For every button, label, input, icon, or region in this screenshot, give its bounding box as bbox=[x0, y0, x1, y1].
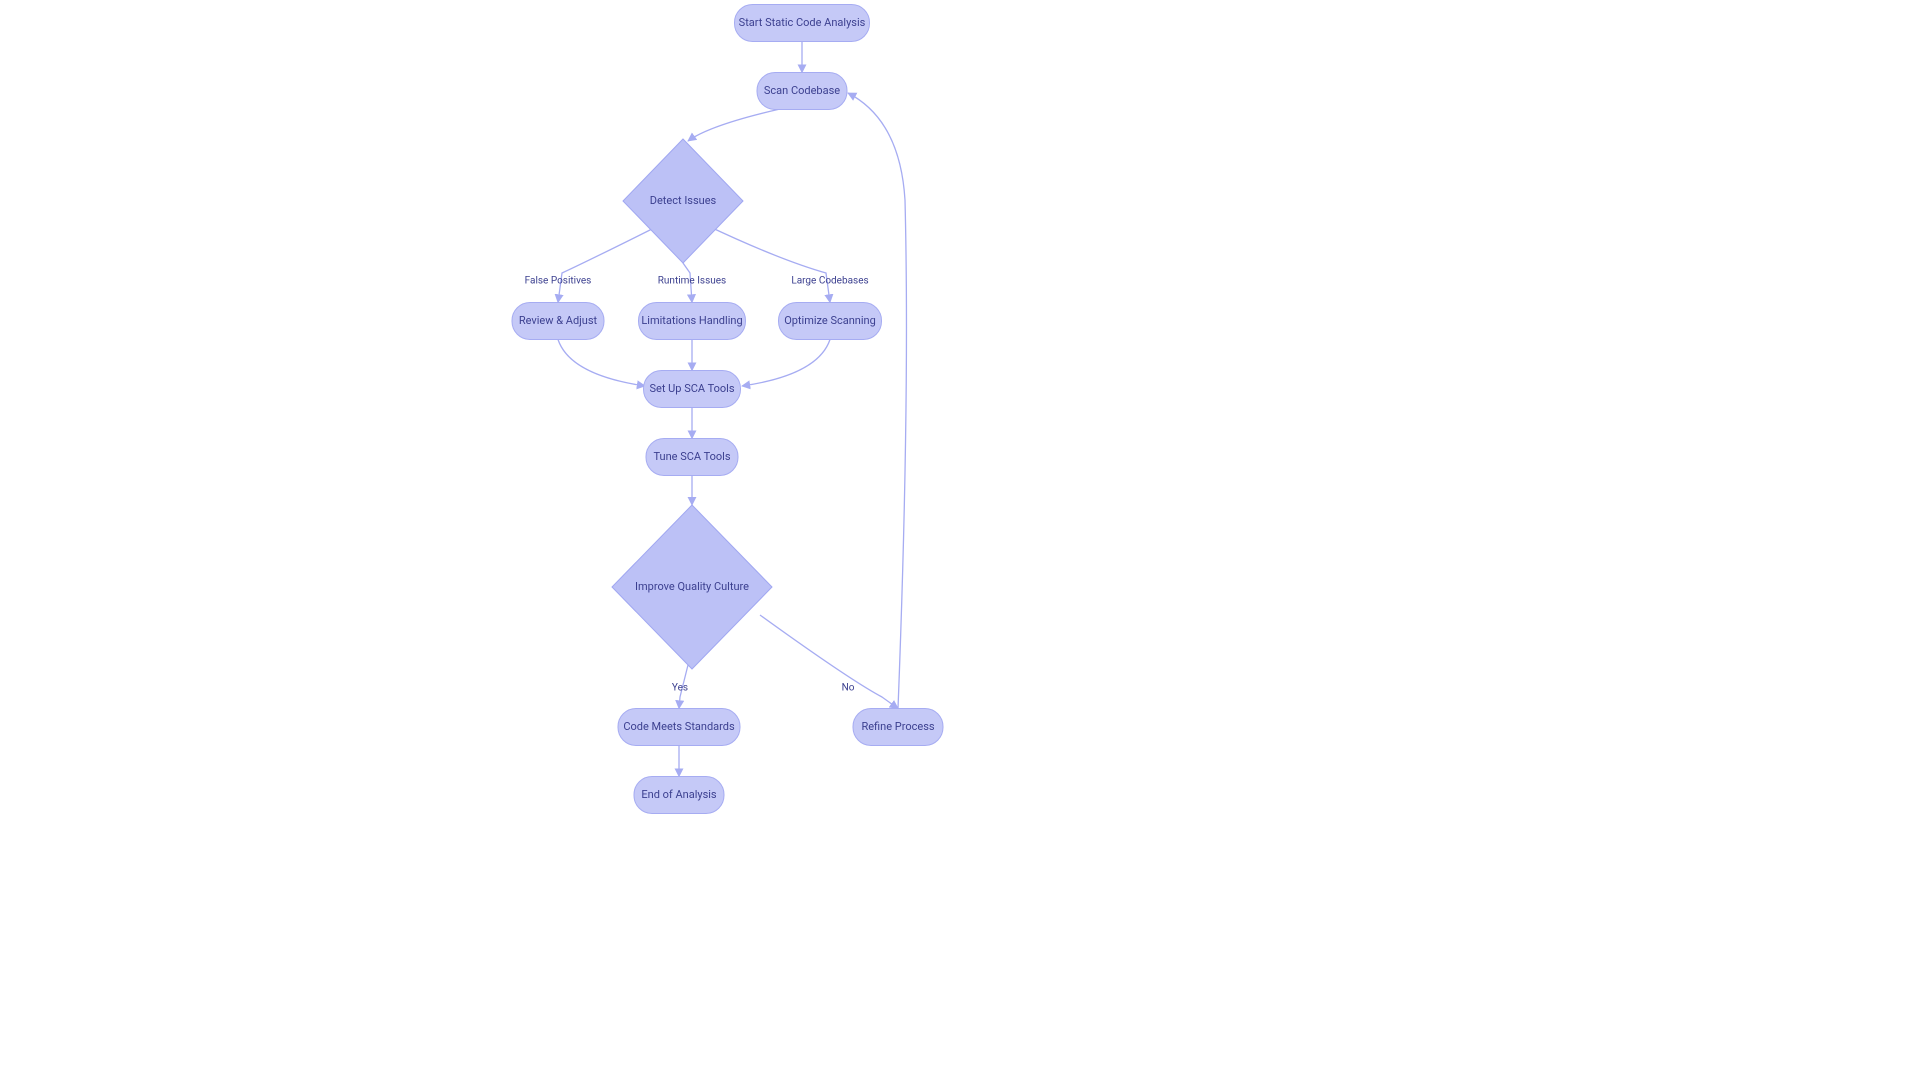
edge-detect-review bbox=[558, 225, 660, 303]
edge-review-setup bbox=[558, 340, 645, 387]
edge-improve-refine bbox=[760, 615, 898, 709]
node-tune-label: Tune SCA Tools bbox=[653, 450, 730, 463]
edge-refine-scan bbox=[848, 93, 906, 709]
node-optimize-label: Optimize Scanning bbox=[784, 314, 876, 327]
node-limit-label: Limitations Handling bbox=[641, 314, 742, 327]
node-review: Review & Adjust bbox=[512, 303, 604, 340]
edge-label-yes: Yes bbox=[672, 683, 688, 694]
node-meets: Code Meets Standards bbox=[618, 709, 740, 746]
node-detect: Detect Issues bbox=[623, 139, 743, 263]
edge-label-no: No bbox=[842, 683, 855, 694]
node-setup: Set Up SCA Tools bbox=[644, 371, 741, 408]
edge-scan-detect bbox=[688, 109, 780, 141]
node-scan-label: Scan Codebase bbox=[764, 84, 840, 97]
edge-label-false-positives: False Positives bbox=[525, 276, 592, 287]
edge-label-runtime-issues: Runtime Issues bbox=[658, 276, 726, 287]
node-limit: Limitations Handling bbox=[639, 303, 746, 340]
node-improve-label: Improve Quality Culture bbox=[635, 580, 749, 593]
node-setup-label: Set Up SCA Tools bbox=[649, 382, 734, 395]
node-start-label: Start Static Code Analysis bbox=[739, 16, 866, 29]
node-optimize: Optimize Scanning bbox=[779, 303, 882, 340]
node-scan: Scan Codebase bbox=[757, 73, 847, 110]
node-refine: Refine Process bbox=[853, 709, 943, 746]
edge-label-large-codebases: Large Codebases bbox=[791, 276, 868, 287]
node-improve: Improve Quality Culture bbox=[612, 505, 772, 669]
node-detect-label: Detect Issues bbox=[650, 194, 717, 207]
node-tune: Tune SCA Tools bbox=[646, 439, 738, 476]
edge-detect-optimize bbox=[706, 225, 830, 303]
node-start: Start Static Code Analysis bbox=[735, 5, 870, 42]
node-review-label: Review & Adjust bbox=[519, 314, 598, 327]
edge-optimize-setup bbox=[742, 340, 830, 387]
node-meets-label: Code Meets Standards bbox=[623, 720, 735, 733]
node-end-label: End of Analysis bbox=[641, 788, 717, 801]
node-end: End of Analysis bbox=[634, 777, 724, 814]
node-refine-label: Refine Process bbox=[861, 720, 934, 733]
